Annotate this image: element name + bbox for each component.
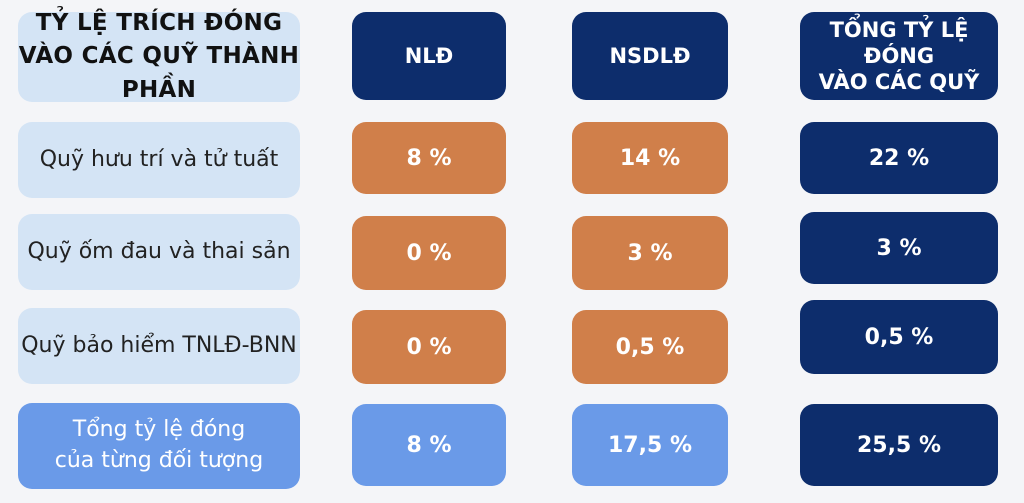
row-label-total-line2: của từng đối tượng	[54, 448, 264, 473]
cell-accident-total-value: 0,5 %	[864, 324, 934, 350]
cell-grand-total-value: 25,5 %	[857, 432, 941, 458]
cell-retirement-nld: 8 %	[352, 122, 506, 194]
cell-retirement-total-value: 22 %	[868, 145, 930, 171]
cell-sickness-nld: 0 %	[352, 216, 506, 290]
cell-sickness-total: 3 %	[800, 212, 998, 284]
cell-accident-total: 0,5 %	[800, 300, 998, 374]
cell-total-nld: 8 %	[352, 404, 506, 486]
cell-accident-nsdld: 0,5 %	[572, 310, 728, 384]
column-header-nsdld: NSDLĐ	[572, 12, 728, 100]
row-label-retirement-text: Quỹ hưu trí và tử tuất	[39, 146, 279, 172]
row-label-total-per-party: Tổng tỷ lệ đóng của từng đối tượng	[18, 403, 300, 489]
cell-sickness-nsdld: 3 %	[572, 216, 728, 290]
row-label-sickness-text: Quỹ ốm đau và thai sản	[27, 238, 291, 264]
cell-retirement-nsdld-value: 14 %	[619, 145, 681, 171]
column-header-nsdld-label: NSDLĐ	[609, 43, 691, 68]
cell-sickness-nld-value: 0 %	[406, 240, 452, 266]
row-label-retirement: Quỹ hưu trí và tử tuất	[18, 122, 300, 198]
column-header-total-line1: TỔNG TỶ LỆ ĐÓNG	[829, 17, 969, 68]
table-title: TỶ LỆ TRÍCH ĐÓNG VÀO CÁC QUỸ THÀNH PHẦN	[18, 10, 300, 103]
column-header-total-line2: VÀO CÁC QUỸ	[818, 70, 980, 95]
cell-total-nsdld: 17,5 %	[572, 404, 728, 486]
cell-sickness-nsdld-value: 3 %	[627, 240, 673, 266]
column-header-total: TỔNG TỶ LỆ ĐÓNG VÀO CÁC QUỸ	[800, 12, 998, 100]
cell-grand-total: 25,5 %	[800, 404, 998, 486]
table-title-line2: VÀO CÁC QUỸ THÀNH PHẦN	[18, 43, 300, 103]
cell-total-nsdld-value: 17,5 %	[608, 432, 692, 458]
row-label-sickness: Quỹ ốm đau và thai sản	[18, 214, 300, 290]
column-header-nld-label: NLĐ	[404, 43, 454, 68]
row-label-accident-insurance-text: Quỹ bảo hiểm TNLĐ-BNN	[21, 332, 297, 358]
cell-retirement-total: 22 %	[800, 122, 998, 194]
table-title-line1: TỶ LỆ TRÍCH ĐÓNG	[35, 9, 283, 36]
cell-retirement-nsdld: 14 %	[572, 122, 728, 194]
cell-accident-nsdld-value: 0,5 %	[615, 334, 685, 360]
row-label-total-line1: Tổng tỷ lệ đóng	[72, 417, 246, 443]
row-label-accident-insurance: Quỹ bảo hiểm TNLĐ-BNN	[18, 308, 300, 384]
cell-sickness-total-value: 3 %	[876, 235, 922, 261]
cell-retirement-nld-value: 8 %	[406, 145, 452, 171]
column-header-nld: NLĐ	[352, 12, 506, 100]
cell-total-nld-value: 8 %	[406, 432, 452, 458]
cell-accident-nld: 0 %	[352, 310, 506, 384]
cell-accident-nld-value: 0 %	[406, 334, 452, 360]
